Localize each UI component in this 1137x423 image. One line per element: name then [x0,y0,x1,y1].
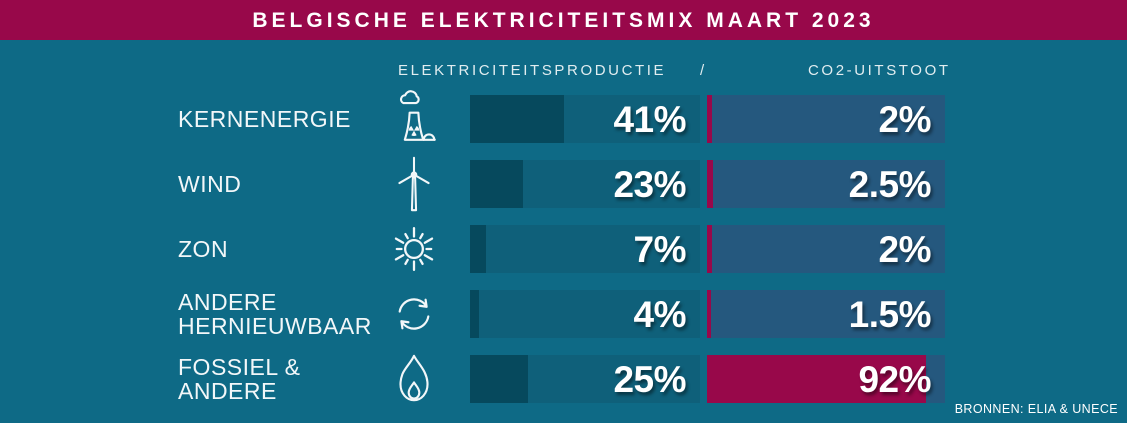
title-bar: BELGISCHE ELEKTRICITEITSMIX MAART 2023 [0,0,1127,40]
column-headers: ELEKTRICITEITSPRODUCTIE / CO2-UITSTOOT [0,62,1127,82]
category-label: KERNENERGIE [178,106,351,132]
category-label: WIND [178,171,242,197]
category-label: FOSSIEL & ANDERE [178,354,301,404]
production-bar-fill [470,95,565,143]
production-value: 41% [613,99,686,140]
production-value: 7% [633,229,687,270]
production-value: 25% [613,359,686,400]
production-bar-fill [470,225,487,273]
chart-row: ZON 7% 2% [0,225,1127,273]
production-bar: 4% [470,290,700,338]
co2-bar-fill [707,95,712,143]
column-header-co2: CO2-UITSTOOT [808,62,951,79]
production-bar: 7% [470,225,700,273]
category-label: ZON [178,236,229,262]
co2-bar: 2% [707,95,945,143]
production-bar: 23% [470,160,700,208]
production-bar-fill [470,290,480,338]
production-bar-fill [470,160,523,208]
co2-value: 92% [858,359,931,400]
renewable-cycle-icon [388,284,440,344]
wind-turbine-icon [388,154,440,214]
flame-icon [388,349,440,409]
co2-bar: 92% [707,355,945,403]
production-value: 23% [613,164,686,205]
co2-value: 1.5% [848,294,932,335]
co2-bar-fill [707,355,926,403]
co2-bar: 2.5% [707,160,945,208]
co2-value: 2.5% [848,164,932,205]
co2-bar-fill [707,160,713,208]
category-label: ANDERE HERNIEUWBAAR [178,289,372,339]
sources-note: BRONNEN: ELIA & UNECE [954,402,1118,416]
chart-row: FOSSIEL & ANDERE 25% 92% [0,354,1127,404]
chart-row: ANDERE HERNIEUWBAAR 4% 1.5% [0,290,1127,338]
chart-row: WIND 23% 2.5% [0,156,1127,212]
co2-value: 2% [878,229,932,270]
co2-bar: 2% [707,225,945,273]
column-header-production: ELEKTRICITEITSPRODUCTIE [398,62,667,79]
co2-bar: 1.5% [707,290,945,338]
co2-bar-fill [707,290,711,338]
nuclear-plant-icon [388,89,440,149]
production-bar: 25% [470,355,700,403]
co2-bar-fill [707,225,712,273]
production-bar-fill [470,355,528,403]
chart-row: KERNENERGIE 41% 2% [0,90,1127,143]
co2-value: 2% [878,99,932,140]
production-bar: 41% [470,95,700,143]
sun-icon [388,219,440,279]
column-header-separator: / [700,62,707,79]
page-title: BELGISCHE ELEKTRICITEITSMIX MAART 2023 [252,9,875,32]
production-value: 4% [633,294,687,335]
